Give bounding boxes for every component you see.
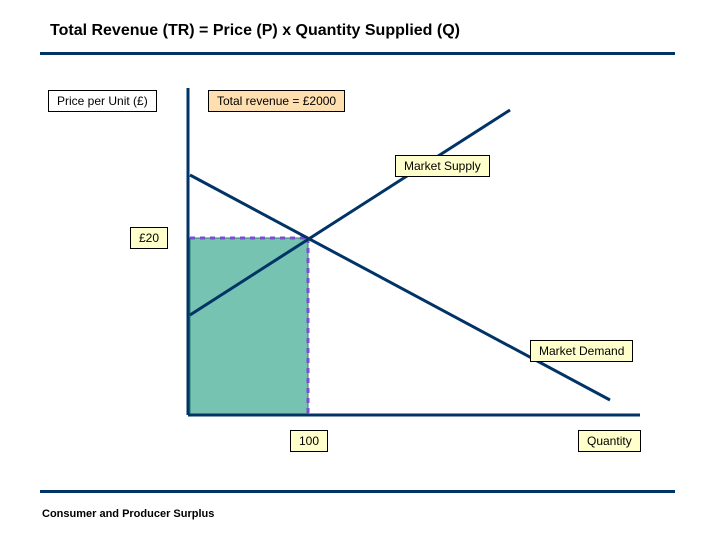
quantity-tick-label: 100	[290, 430, 328, 452]
supply-curve	[190, 110, 510, 315]
top-rule	[40, 52, 675, 55]
market-supply-label: Market Supply	[395, 155, 490, 177]
footer-caption: Consumer and Producer Surplus	[42, 508, 214, 520]
market-demand-label: Market Demand	[530, 340, 633, 362]
economics-chart	[40, 80, 660, 440]
price-tick-label: £20	[130, 227, 168, 249]
total-revenue-label: Total revenue = £2000	[208, 90, 345, 112]
revenue-area	[190, 238, 308, 415]
page-title: Total Revenue (TR) = Price (P) x Quantit…	[50, 22, 460, 40]
x-axis-label: Quantity	[578, 430, 641, 452]
y-axis-label: Price per Unit (£)	[48, 90, 157, 112]
bottom-rule	[40, 490, 675, 493]
